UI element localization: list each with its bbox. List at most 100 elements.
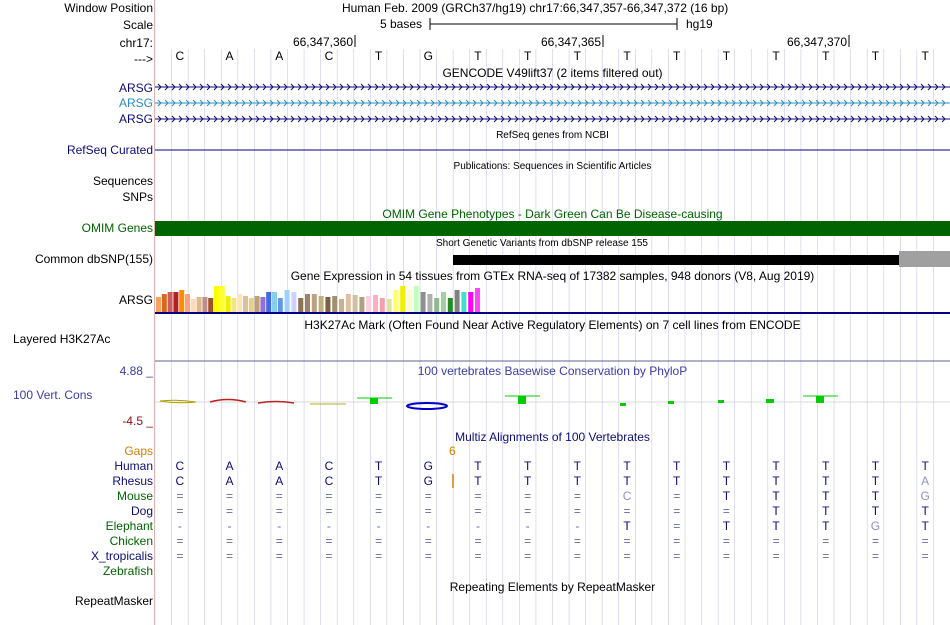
phylop-signal[interactable] xyxy=(155,395,950,410)
gtex-tissue-bar[interactable] xyxy=(254,296,260,312)
gtex-tissue-bar[interactable] xyxy=(427,294,433,312)
h3k27ac-track-label[interactable]: Layered H3K27Ac xyxy=(13,332,111,346)
gtex-tissue-bar[interactable] xyxy=(272,292,277,312)
strand-label: ---> xyxy=(134,52,153,66)
gencode-gene-models[interactable] xyxy=(155,83,950,123)
gtex-gene-label[interactable]: ARSG xyxy=(118,293,153,307)
gtex-tissue-bar[interactable] xyxy=(332,296,338,312)
gtex-tissue-bar[interactable] xyxy=(434,298,440,312)
publications-sequences-label[interactable]: Sequences xyxy=(92,174,153,188)
gtex-tissue-bar[interactable] xyxy=(243,296,248,312)
gtex-tissue-bar[interactable] xyxy=(291,292,297,312)
strand-chevron xyxy=(759,99,764,107)
gtex-tissue-bar[interactable] xyxy=(248,298,254,312)
gtex-tissue-bar[interactable] xyxy=(366,296,372,312)
species-label[interactable]: X_tropicalis xyxy=(90,549,153,563)
gtex-tissue-bar[interactable] xyxy=(196,297,202,312)
alignment-base: = xyxy=(822,534,830,548)
gencode-item-label[interactable]: ARSG xyxy=(118,112,153,126)
gtex-tissue-bar[interactable] xyxy=(441,292,446,312)
alignment-base: T xyxy=(822,459,830,473)
strand-chevron xyxy=(724,99,729,107)
phylop-track-label[interactable]: 100 Vert. Cons xyxy=(13,388,93,402)
gencode-item-label[interactable]: ARSG xyxy=(118,96,153,110)
strand-chevron xyxy=(703,83,708,91)
gtex-tissue-bar[interactable] xyxy=(179,290,185,312)
gtex-tissue-bar[interactable] xyxy=(447,298,453,312)
strand-chevron xyxy=(675,83,680,91)
strand-chevron xyxy=(549,115,554,123)
gtex-tissue-bar[interactable] xyxy=(185,294,190,312)
gtex-tissue-bar[interactable] xyxy=(379,298,385,312)
gtex-tissue-bar[interactable] xyxy=(298,298,304,312)
gtex-tissue-bar[interactable] xyxy=(156,297,161,312)
gtex-tissue-bar[interactable] xyxy=(420,292,426,312)
gtex-tissue-bar[interactable] xyxy=(386,299,392,312)
dbsnp-variant-grey[interactable] xyxy=(899,251,950,267)
gtex-tissue-bar[interactable] xyxy=(345,294,351,312)
species-label[interactable]: Human xyxy=(114,459,153,473)
gtex-tissue-bar[interactable] xyxy=(311,294,317,312)
gtex-tissue-bar[interactable] xyxy=(237,294,243,312)
species-label[interactable]: Chicken xyxy=(109,534,153,548)
refseq-track-label[interactable]: RefSeq Curated xyxy=(66,143,153,157)
gtex-tissue-bar[interactable] xyxy=(284,290,290,312)
gtex-tissue-bar[interactable] xyxy=(190,299,196,312)
publications-snps-label[interactable]: SNPs xyxy=(122,190,153,204)
gtex-tissue-bar[interactable] xyxy=(219,286,225,312)
strand-chevron xyxy=(696,99,701,107)
strand-chevron xyxy=(766,115,771,123)
gtex-expression-bars[interactable] xyxy=(156,286,480,312)
dbsnp-variant-bar[interactable] xyxy=(453,255,950,265)
gencode-item-label[interactable]: ARSG xyxy=(118,81,153,95)
gtex-tissue-bar[interactable] xyxy=(231,298,237,312)
omim-track-label[interactable]: OMIM Genes xyxy=(81,221,153,235)
gtex-tissue-bar[interactable] xyxy=(400,286,406,312)
scale-bar xyxy=(429,18,678,30)
alignment-base: T xyxy=(374,459,383,473)
species-label[interactable]: Dog xyxy=(130,504,153,518)
gtex-tissue-bar[interactable] xyxy=(225,296,231,312)
gtex-tissue-bar[interactable] xyxy=(475,288,480,312)
gtex-tissue-bar[interactable] xyxy=(407,290,412,312)
dbsnp-track-label[interactable]: Common dbSNP(155) xyxy=(34,252,153,266)
species-label[interactable]: Gaps xyxy=(124,444,153,458)
strand-chevron xyxy=(633,115,638,123)
gtex-tissue-bar[interactable] xyxy=(214,286,219,312)
alignment-base: T xyxy=(871,504,880,518)
gtex-tissue-bar[interactable] xyxy=(454,290,460,312)
gtex-tissue-bar[interactable] xyxy=(393,290,399,312)
gtex-tissue-bar[interactable] xyxy=(339,299,344,312)
gtex-tissue-bar[interactable] xyxy=(305,294,310,312)
gtex-tissue-bar[interactable] xyxy=(260,297,266,312)
gtex-tissue-bar[interactable] xyxy=(318,296,324,312)
gtex-tissue-bar[interactable] xyxy=(173,292,179,312)
species-label[interactable]: Mouse xyxy=(116,489,153,503)
alignment-base: A xyxy=(275,459,284,473)
strand-chevron xyxy=(731,115,736,123)
repeatmasker-track-label[interactable]: RepeatMasker xyxy=(74,594,153,608)
gtex-tissue-bar[interactable] xyxy=(208,298,214,312)
gtex-tissue-bar[interactable] xyxy=(359,297,365,312)
omim-gene-bar[interactable] xyxy=(155,221,950,236)
species-label[interactable]: Zebrafish xyxy=(102,564,153,578)
species-label[interactable]: Elephant xyxy=(105,519,153,533)
strand-chevron xyxy=(409,99,414,107)
gtex-tissue-bar[interactable] xyxy=(202,297,208,312)
gtex-tissue-bar[interactable] xyxy=(373,295,378,312)
refseq-track-title: RefSeq genes from NCBI xyxy=(496,130,609,141)
gtex-tissue-bar[interactable] xyxy=(461,292,467,312)
gtex-tissue-bar[interactable] xyxy=(167,292,173,312)
alignment-base: G xyxy=(423,474,433,488)
strand-chevron xyxy=(297,99,302,107)
gtex-tissue-bar[interactable] xyxy=(352,295,358,312)
gtex-tissue-bar[interactable] xyxy=(325,297,331,312)
gtex-tissue-bar[interactable] xyxy=(277,298,283,312)
gtex-tissue-bar[interactable] xyxy=(266,292,272,312)
species-label[interactable]: Rhesus xyxy=(112,474,153,488)
gtex-tissue-bar[interactable] xyxy=(468,292,474,312)
gtex-tissue-bar[interactable] xyxy=(413,286,419,312)
gencode-track-title: GENCODE V49lift37 (2 items filtered out) xyxy=(442,66,663,80)
gtex-tissue-bar[interactable] xyxy=(161,294,167,312)
